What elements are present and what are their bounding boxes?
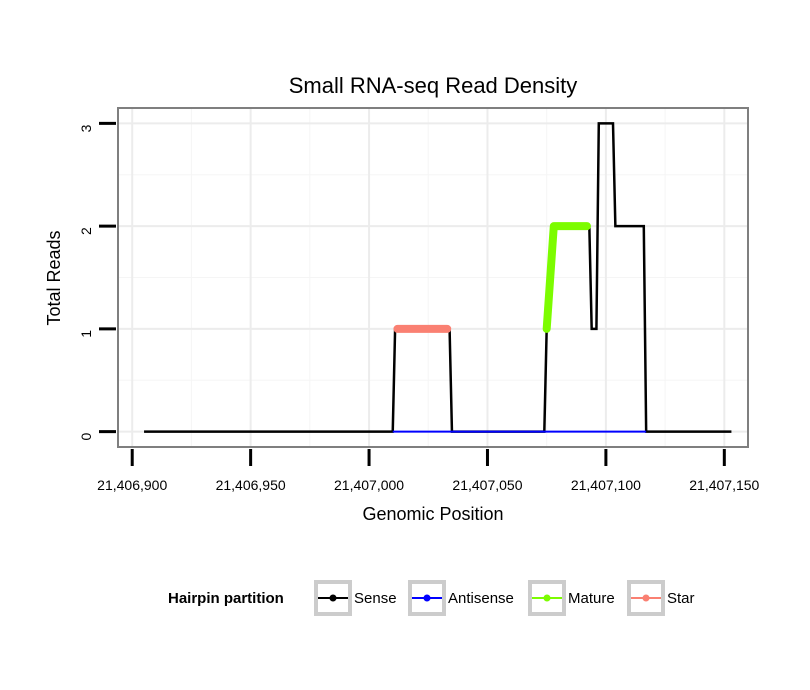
legend-entry-mature: Mature [528,580,615,616]
x-tick-label: 21,407,150 [689,477,759,493]
legend-title: Hairpin partition [168,590,284,607]
x-tick-label: 21,407,000 [334,477,404,493]
axes: 21,406,900 21,406,950 21,407,000 21,407,050… [78,121,760,493]
legend-key-point [423,594,431,602]
legend-label: Sense [354,590,397,607]
plot-panel-border [117,107,749,448]
x-axis-label: Genomic Position [362,504,503,524]
legend-label: Star [667,590,695,607]
y-tick-label: 1 [78,330,94,338]
legend-entry-star: Star [627,580,695,616]
legend-entry-antisense: Antisense [408,580,514,616]
legend-label: Mature [568,590,615,607]
legend-items: Sense Antisense Mature Star [314,580,695,616]
y-tick-label: 3 [78,124,94,132]
y-tick-label: 0 [78,432,94,440]
legend-key-point [543,594,551,602]
legend: Hairpin partition Sense Antisense Mature St… [168,580,695,616]
x-tick-label: 21,407,050 [452,477,522,493]
legend-key-point [329,594,337,602]
y-axis-label: Total Reads [44,230,64,325]
x-tick-label: 21,407,100 [571,477,641,493]
x-tick-label: 21,406,900 [97,477,167,493]
legend-label: Antisense [448,590,514,607]
grid [118,108,748,447]
series-layer [144,122,732,433]
y-tick-label: 2 [78,227,94,235]
legend-entry-sense: Sense [314,580,397,616]
series-mature-line [542,222,591,333]
chart-title: Small RNA-seq Read Density [289,73,578,98]
legend-key-point [642,594,650,602]
x-tick-label: 21,406,950 [216,477,286,493]
